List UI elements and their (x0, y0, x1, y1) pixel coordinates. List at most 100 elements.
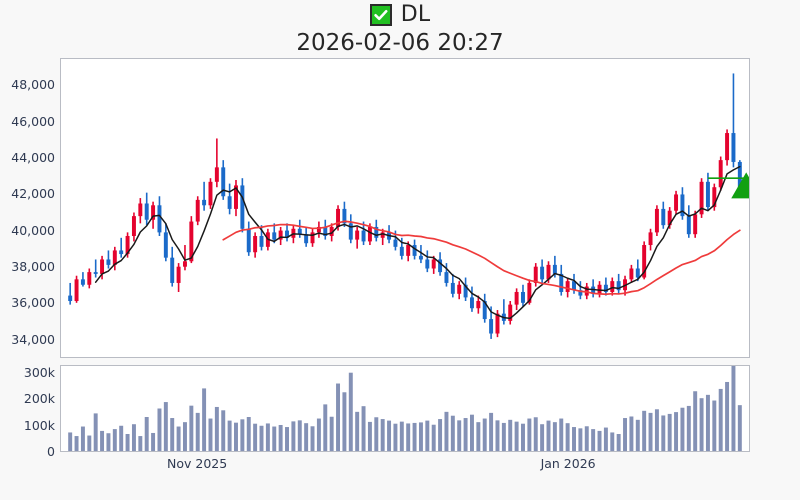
candlestick (661, 201, 666, 229)
volume-bar (457, 420, 462, 451)
axis-tick-label: 100k (23, 417, 55, 433)
candlestick (591, 279, 596, 298)
volume-bar (578, 428, 583, 451)
volume-bar (565, 423, 570, 451)
axis-tick-label: 42,000 (11, 186, 55, 202)
volume-bar (208, 418, 213, 451)
axis-tick-label: 300k (23, 364, 55, 380)
volume-bar (304, 423, 309, 451)
candlestick (163, 223, 168, 262)
candlestick (482, 293, 487, 323)
candlestick (176, 263, 181, 292)
candlestick (68, 282, 73, 305)
volume-bar (686, 405, 691, 451)
volume-bar (603, 427, 608, 451)
candlestick (93, 259, 98, 278)
volume-bar (629, 416, 634, 451)
candlestick (463, 277, 468, 302)
candlestick (725, 129, 730, 166)
candlestick (674, 190, 679, 215)
volume-bar (667, 413, 672, 451)
volume-bar (521, 423, 525, 451)
candlestick (693, 210, 698, 238)
volume-plot (68, 366, 742, 451)
candlestick (310, 228, 315, 247)
candlestick (412, 239, 417, 260)
candlestick (450, 273, 455, 298)
volume-bar (74, 436, 79, 451)
candlestick (559, 264, 564, 296)
volume-bar (533, 417, 538, 451)
volume-bar (297, 420, 302, 451)
candlestick (323, 219, 328, 240)
volume-bar (176, 426, 181, 451)
candlestick (635, 259, 640, 282)
volume-bar (718, 388, 723, 451)
volume-bar (265, 423, 270, 451)
volume-bar (106, 433, 111, 451)
volume-bar (348, 372, 353, 451)
candlestick (731, 73, 736, 168)
axis-tick-label: 38,000 (11, 258, 55, 274)
volume-bar (737, 405, 742, 451)
volume-bar (661, 415, 666, 451)
candlestick (131, 212, 136, 242)
candlestick (578, 281, 583, 300)
volume-bar (125, 434, 130, 451)
volume-bar (572, 427, 576, 451)
candlestick (221, 160, 226, 200)
candlestick (584, 282, 589, 300)
candlestick (189, 216, 194, 264)
candlestick (234, 180, 238, 217)
volume-bar (469, 414, 474, 451)
candlestick (304, 226, 309, 247)
candlestick (272, 223, 277, 244)
volume-bar (138, 436, 143, 451)
axis-tick-label: 0 (47, 443, 55, 459)
volume-bar (87, 435, 92, 451)
volume-bar (412, 422, 417, 451)
volume-bar (489, 412, 494, 451)
candlestick (540, 259, 545, 283)
volume-bar (616, 434, 621, 451)
candlestick (208, 178, 213, 209)
volume-bar (463, 418, 468, 451)
candlestick (699, 178, 704, 218)
volume-bar (393, 423, 398, 451)
volume-bar (361, 406, 366, 451)
candlestick (151, 201, 156, 229)
volume-bar (552, 422, 557, 451)
volume-bar (527, 418, 532, 451)
volume-bar (508, 419, 513, 451)
volume-bar (559, 418, 564, 451)
volume-bar (170, 418, 175, 451)
candlestick (616, 273, 621, 294)
volume-bar (157, 408, 162, 451)
price-chart-panel[interactable] (60, 58, 750, 358)
volume-bar (674, 412, 679, 451)
price-plot (68, 73, 749, 339)
candlestick (80, 272, 85, 287)
axis-tick-label: 46,000 (11, 113, 55, 129)
candlestick (106, 250, 111, 269)
volume-bar (387, 420, 392, 451)
volume-bar (610, 432, 615, 451)
candlestick (648, 228, 653, 251)
candlestick (374, 219, 379, 242)
candlestick (501, 299, 506, 325)
volume-chart-panel[interactable] (60, 365, 750, 452)
volume-bar (380, 419, 385, 451)
volume-bar (310, 426, 315, 451)
volume-bar (278, 424, 283, 451)
candlestick (112, 246, 117, 271)
volume-bar (240, 419, 245, 451)
volume-bar (291, 421, 296, 451)
volume-bar (399, 421, 404, 451)
candlestick (348, 214, 353, 244)
volume-bar (253, 423, 258, 451)
volume-bar (680, 407, 685, 451)
volume-bar (482, 418, 487, 451)
axis-tick-label: 34,000 (11, 331, 55, 347)
volume-bar (584, 426, 589, 451)
checkbox-checked-icon[interactable] (369, 4, 392, 26)
